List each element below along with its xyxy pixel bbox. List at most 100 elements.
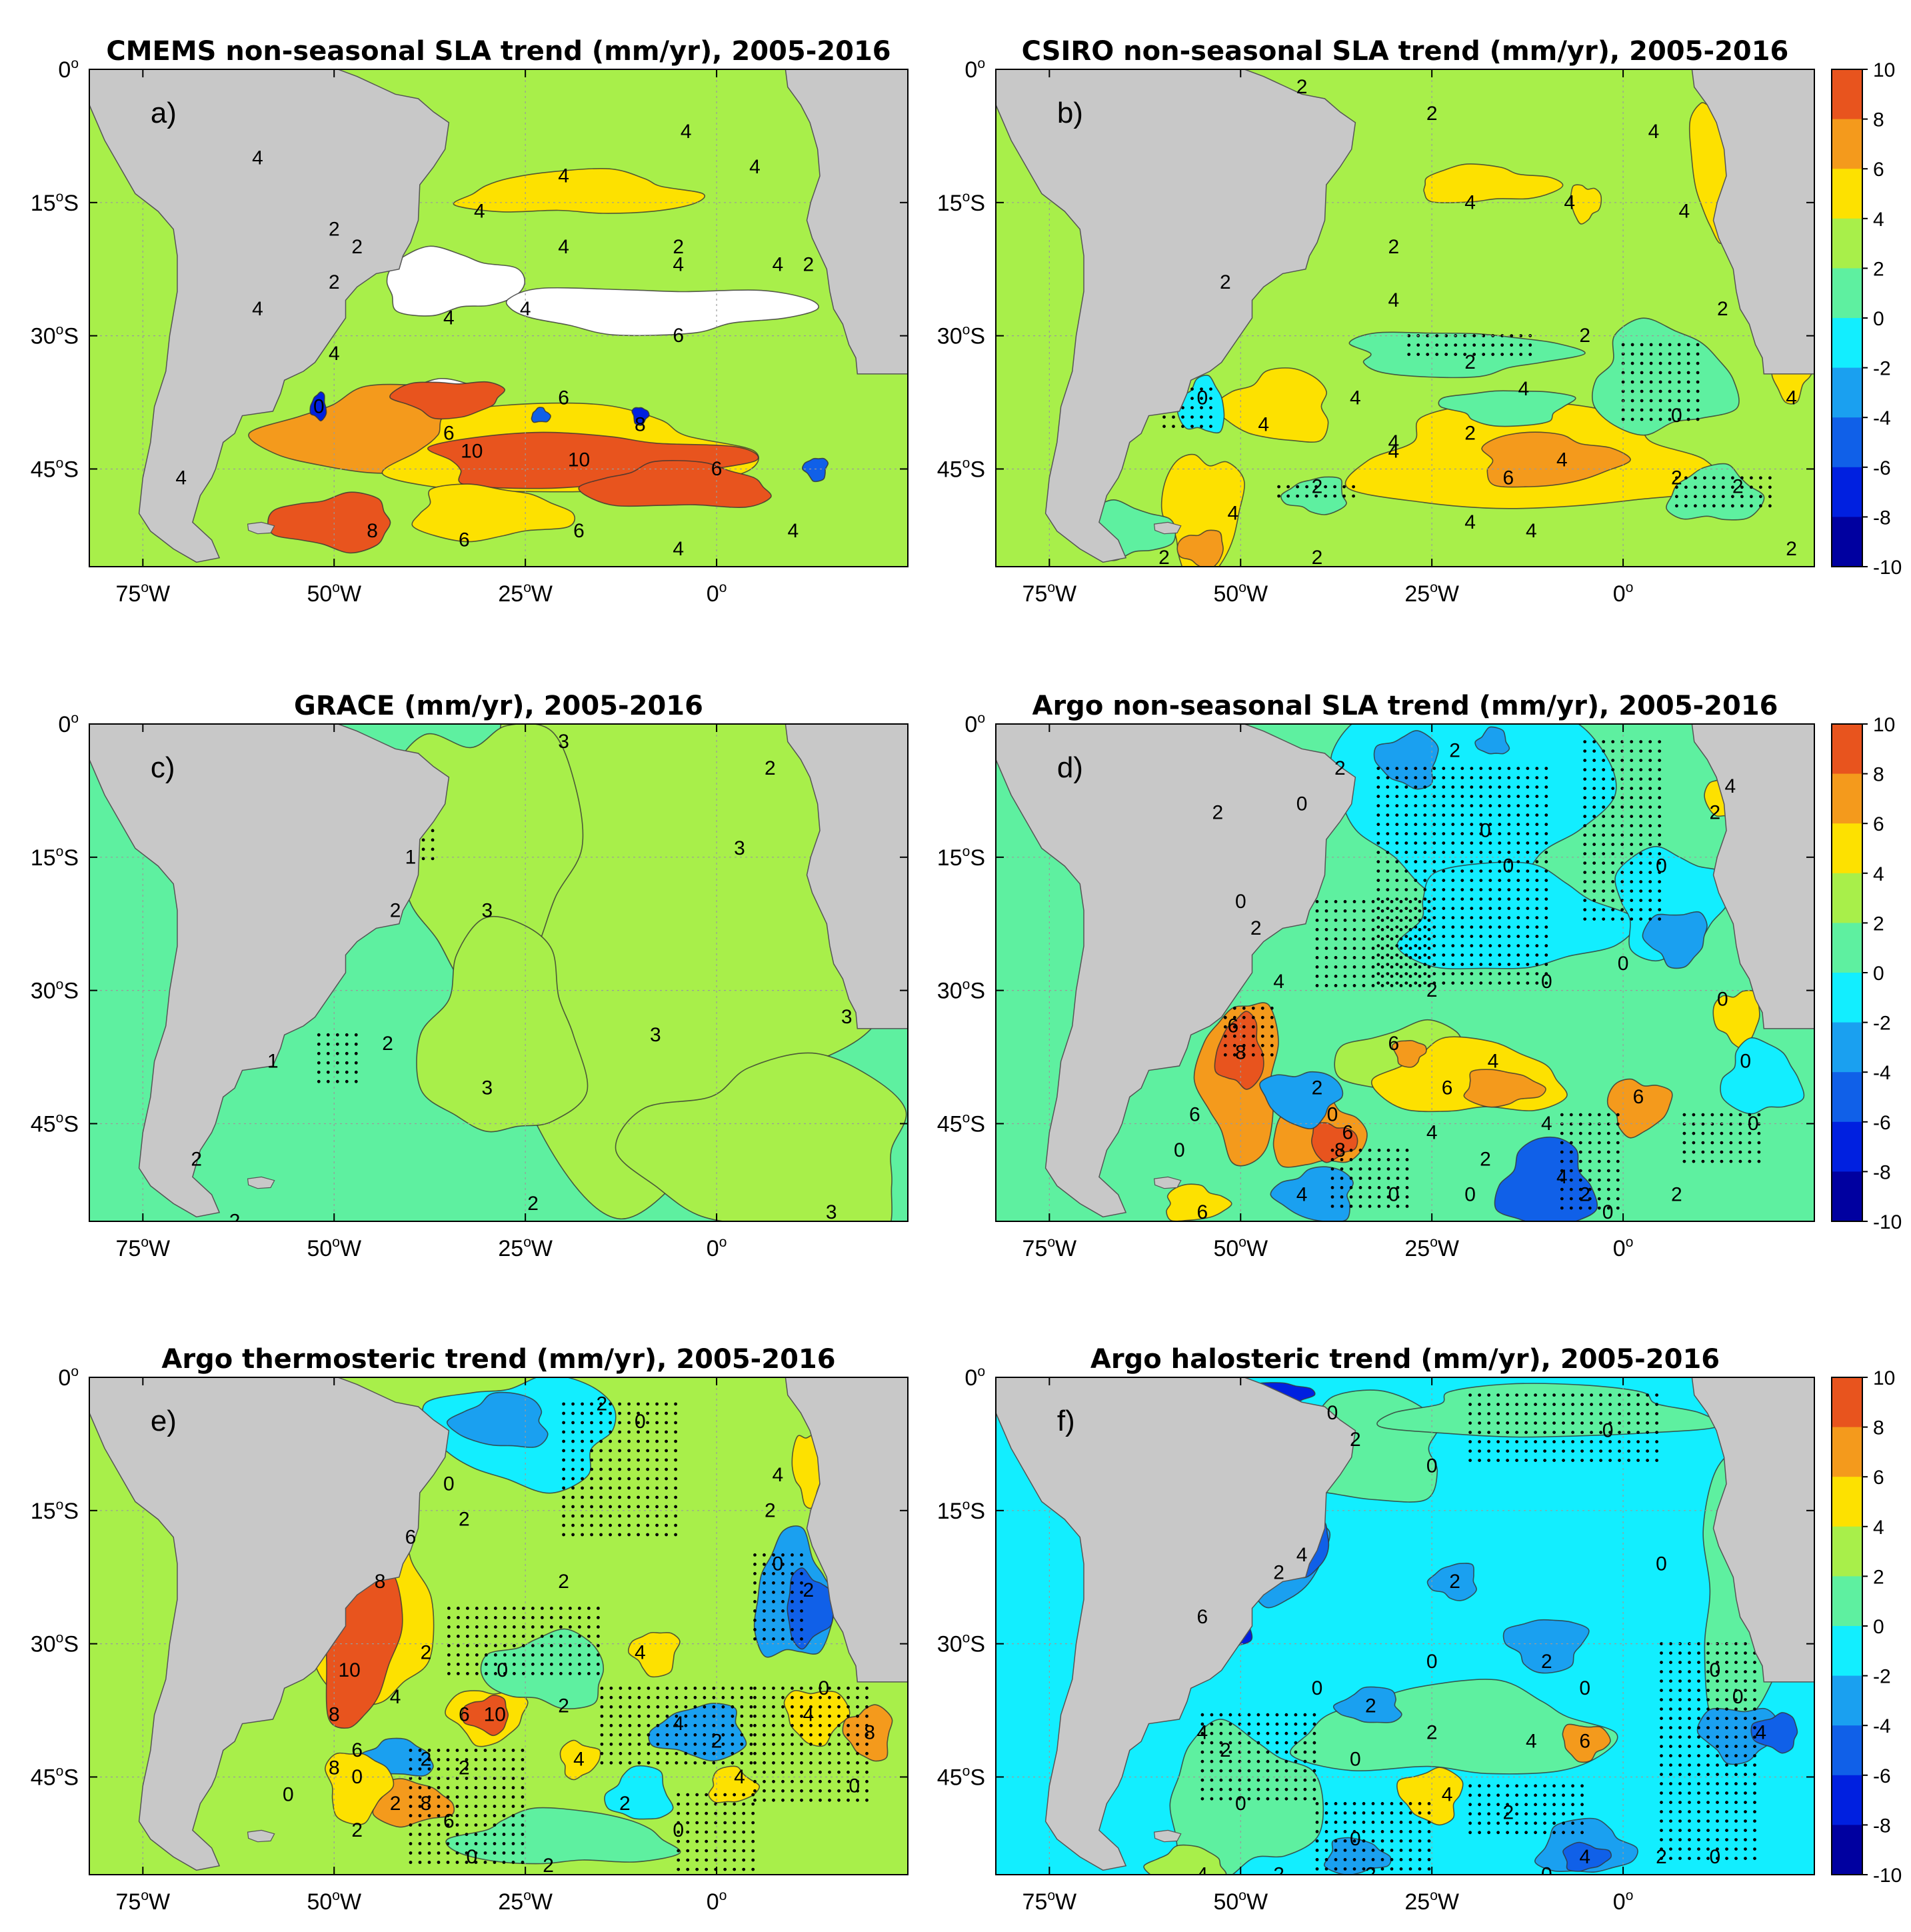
contour-label: 4 bbox=[773, 254, 784, 276]
contour-label: 4 bbox=[1197, 1864, 1208, 1886]
colorbar-tick-label: -8 bbox=[1873, 1815, 1891, 1837]
contour-label: 6 bbox=[1503, 467, 1514, 489]
colorbar-tick-label: -2 bbox=[1873, 1666, 1891, 1688]
contour-label: 0 bbox=[1732, 1686, 1744, 1708]
contour-label: 4 bbox=[673, 538, 684, 560]
contour-label: 4 bbox=[558, 236, 569, 258]
x-tick-label: 0o bbox=[707, 1888, 727, 1915]
contour-label: 2 bbox=[390, 899, 401, 921]
x-tick-label: 25oW bbox=[1404, 1888, 1459, 1915]
trend-region bbox=[1332, 1686, 1402, 1723]
contour-label: 4 bbox=[1464, 511, 1476, 533]
trend-region bbox=[1259, 1071, 1344, 1129]
trend-region bbox=[631, 407, 650, 426]
map-frame bbox=[89, 723, 909, 1222]
trend-region bbox=[411, 483, 576, 543]
contour-label: 6 bbox=[405, 1526, 417, 1548]
contour-label: 6 bbox=[573, 520, 585, 542]
contour-label: 2 bbox=[1656, 1846, 1667, 1868]
contour-label: 6 bbox=[1342, 1121, 1354, 1143]
x-tick-label: 50oW bbox=[1213, 1888, 1268, 1915]
colorbar-tick-label: 10 bbox=[1873, 59, 1895, 81]
contour-label: 4 bbox=[520, 298, 531, 320]
trend-region bbox=[604, 1765, 674, 1820]
contour-label: 2 bbox=[329, 271, 340, 293]
x-tick-label: 0o bbox=[707, 580, 727, 607]
contour-label: 0 bbox=[1388, 1184, 1399, 1206]
significance-stipple bbox=[1621, 343, 1700, 421]
colorbar-tick-label: 2 bbox=[1873, 913, 1884, 935]
contour-label: 2 bbox=[1709, 802, 1720, 824]
contour-label: 6 bbox=[1189, 1104, 1200, 1126]
colorbar-swatch bbox=[1832, 923, 1862, 973]
contour-label: 0 bbox=[466, 1846, 477, 1868]
contour-label: 2 bbox=[803, 1579, 814, 1601]
y-tick-label: 15oS bbox=[31, 189, 79, 216]
colorbar-tick-label: 4 bbox=[1873, 863, 1884, 885]
contour-label: 0 bbox=[818, 1677, 829, 1699]
colorbar-swatch bbox=[1832, 1675, 1862, 1726]
x-tick-label: 0o bbox=[1613, 1888, 1634, 1915]
contour-label: 6 bbox=[443, 423, 455, 445]
trend-region bbox=[1570, 184, 1602, 225]
significance-stipple bbox=[409, 1749, 525, 1864]
contour-label: 4 bbox=[390, 1686, 401, 1708]
colorbar-tick-label: 6 bbox=[1873, 1467, 1884, 1489]
contour-label: 4 bbox=[1442, 1784, 1453, 1806]
contour-label: 4 bbox=[1258, 413, 1269, 435]
significance-stipple bbox=[1315, 900, 1431, 987]
contour-label: 0 bbox=[1197, 387, 1208, 409]
contour-label: 2 bbox=[673, 236, 684, 258]
contour-label: 0 bbox=[497, 1659, 508, 1681]
colorbar-swatch bbox=[1832, 467, 1862, 517]
trend-region bbox=[389, 381, 506, 420]
x-tick-label: 75oW bbox=[1022, 1888, 1077, 1915]
contour-label: 6 bbox=[351, 1739, 363, 1761]
panel-label: c) bbox=[151, 751, 175, 784]
colorbar-swatch bbox=[1832, 1626, 1862, 1677]
colorbar-swatch bbox=[1832, 973, 1862, 1023]
trend-region bbox=[1562, 1841, 1612, 1872]
contour-label: 6 bbox=[1197, 1606, 1208, 1628]
y-tick-label: 30oS bbox=[31, 323, 79, 349]
x-tick-label: 50oW bbox=[1213, 580, 1268, 607]
colorbar-swatch bbox=[1832, 1725, 1862, 1776]
contour-label: 0 bbox=[1602, 1201, 1614, 1223]
contour-label: 4 bbox=[474, 201, 485, 223]
colorbar-swatch bbox=[1832, 1477, 1862, 1527]
trend-region bbox=[1143, 1844, 1227, 1875]
y-tick-label: 15oS bbox=[937, 844, 985, 871]
contour-label: 4 bbox=[773, 1464, 784, 1486]
x-tick-label: 25oW bbox=[498, 1235, 553, 1261]
x-tick-label: 0o bbox=[1613, 1235, 1634, 1261]
contour-label: 0 bbox=[1350, 1828, 1361, 1850]
contour-label: 6 bbox=[558, 387, 569, 409]
contour-label: 4 bbox=[175, 467, 187, 489]
contour-label: 0 bbox=[1503, 855, 1514, 877]
colorbar-swatch bbox=[1832, 517, 1862, 567]
contour-label: 4 bbox=[803, 1704, 814, 1726]
contour-label: 4 bbox=[1786, 387, 1797, 409]
contour-label: 2 bbox=[543, 1855, 554, 1877]
contour-label: 4 bbox=[1197, 1721, 1208, 1743]
colorbar-tick-label: -8 bbox=[1873, 1161, 1891, 1183]
contour-label: 6 bbox=[1442, 1077, 1453, 1099]
contour-label: 1 bbox=[405, 846, 417, 868]
trend-region bbox=[842, 1704, 893, 1762]
x-tick-label: 75oW bbox=[1022, 1235, 1077, 1261]
contour-label: 6 bbox=[1388, 1033, 1399, 1055]
contour-label: 4 bbox=[635, 1642, 646, 1664]
colorbar-tick-label: 0 bbox=[1873, 963, 1884, 985]
contour-label: 4 bbox=[1227, 503, 1238, 525]
colorbar-swatch bbox=[1832, 119, 1862, 169]
trend-region bbox=[386, 245, 526, 317]
trend-region bbox=[1169, 1719, 1324, 1875]
contour-label: 2 bbox=[421, 1642, 432, 1664]
trend-region bbox=[325, 1752, 395, 1825]
contour-label: 8 bbox=[329, 1757, 340, 1779]
contour-label: 2 bbox=[765, 757, 776, 779]
contour-label: 4 bbox=[1564, 191, 1575, 213]
